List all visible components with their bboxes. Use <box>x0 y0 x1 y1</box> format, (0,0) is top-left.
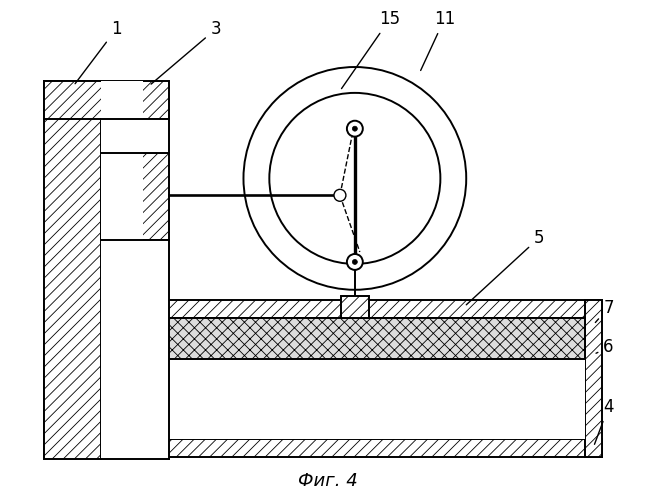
Text: 7: 7 <box>596 298 613 322</box>
Bar <box>43 81 101 459</box>
Bar <box>101 81 143 300</box>
Bar <box>62 360 584 439</box>
Bar <box>43 300 602 318</box>
Circle shape <box>270 93 440 264</box>
Bar <box>101 152 169 240</box>
Circle shape <box>347 120 363 136</box>
Text: Фиг. 4: Фиг. 4 <box>298 472 358 490</box>
Text: 11: 11 <box>420 10 455 70</box>
Circle shape <box>347 254 363 270</box>
Bar <box>43 300 62 457</box>
Circle shape <box>334 190 346 202</box>
Bar <box>101 118 169 152</box>
Text: 15: 15 <box>342 10 400 88</box>
Text: 1: 1 <box>75 20 121 84</box>
Circle shape <box>243 67 466 290</box>
Text: 3: 3 <box>151 20 221 84</box>
Text: 4: 4 <box>594 398 613 444</box>
Bar <box>62 318 584 439</box>
Text: 5: 5 <box>466 229 544 305</box>
Circle shape <box>352 260 358 264</box>
Text: 6: 6 <box>596 338 613 356</box>
Bar <box>341 296 369 318</box>
Bar <box>62 318 584 360</box>
Bar <box>584 300 602 457</box>
Bar <box>101 240 169 459</box>
Circle shape <box>352 126 358 131</box>
Bar <box>43 439 602 457</box>
Bar <box>43 81 169 118</box>
